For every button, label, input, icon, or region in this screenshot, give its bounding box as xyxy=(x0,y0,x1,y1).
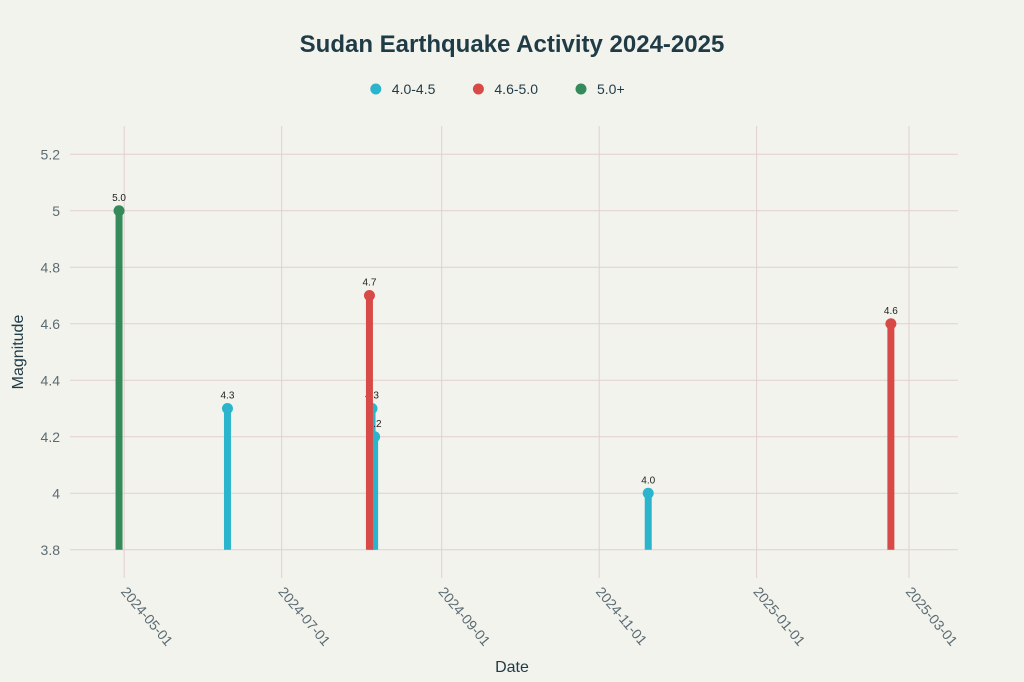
series-group: 4.34.34.24.0 xyxy=(221,391,656,550)
x-tick-label: 2025-01-01 xyxy=(750,584,808,649)
data-marks: 4.34.34.24.04.74.65.0 xyxy=(112,193,898,550)
magnitude-point xyxy=(113,205,125,217)
data-label: 5.0 xyxy=(112,193,126,204)
legend-label: 4.6-5.0 xyxy=(494,81,538,97)
data-label: 4.7 xyxy=(362,278,376,289)
x-tick-label: 2024-07-01 xyxy=(275,584,333,649)
x-tick-label: 2024-05-01 xyxy=(118,584,176,649)
data-label: 4.2 xyxy=(368,419,382,430)
legend: 4.0-4.5 4.6-5.0 5.0+ xyxy=(370,81,625,97)
y-tick-label: 4 xyxy=(52,485,60,501)
x-tick-label: 2025-03-01 xyxy=(903,584,961,649)
legend-marker xyxy=(472,83,484,95)
x-axis-title: Date xyxy=(495,659,529,676)
data-label: 4.0 xyxy=(641,475,655,486)
legend-marker xyxy=(575,83,587,95)
y-tick-label: 5 xyxy=(52,203,60,219)
series-group: 5.0 xyxy=(112,193,126,550)
x-tick-label: 2024-11-01 xyxy=(593,584,651,649)
magnitude-point xyxy=(363,290,375,301)
legend-item: 4.0-4.5 xyxy=(370,81,436,97)
y-tick-label: 3.8 xyxy=(41,542,61,558)
legend-marker xyxy=(370,83,382,95)
legend-label: 5.0+ xyxy=(597,81,625,97)
chart-title: Sudan Earthquake Activity 2024-2025 xyxy=(300,31,725,58)
y-axis-title: Magnitude xyxy=(10,315,27,390)
series-group: 4.7 4.6 xyxy=(362,278,898,550)
y-tick-label: 4.4 xyxy=(41,372,61,388)
y-tick-label: 4.6 xyxy=(41,316,61,332)
y-tick-label: 4.8 xyxy=(41,259,61,275)
magnitude-point xyxy=(221,403,233,414)
legend-label: 4.0-4.5 xyxy=(392,81,436,97)
y-tick-label: 4.2 xyxy=(41,429,61,445)
legend-item: 5.0+ xyxy=(575,81,625,97)
x-tick-label: 2024-09-01 xyxy=(435,584,493,649)
magnitude-point xyxy=(642,487,654,499)
data-label: 4.3 xyxy=(221,391,235,402)
magnitude-point xyxy=(885,318,897,330)
y-tick-label: 5.2 xyxy=(41,146,61,162)
grid xyxy=(70,126,958,578)
legend-item: 4.6-5.0 xyxy=(472,81,538,97)
y-axis-ticks: 3.8 4 4.2 4.4 4.6 4.8 5 5.2 xyxy=(41,146,61,558)
data-label: 4.6 xyxy=(884,306,898,317)
x-axis-ticks: 2024-05-01 2024-07-01 2024-09-01 2024-11-01… xyxy=(118,584,961,649)
